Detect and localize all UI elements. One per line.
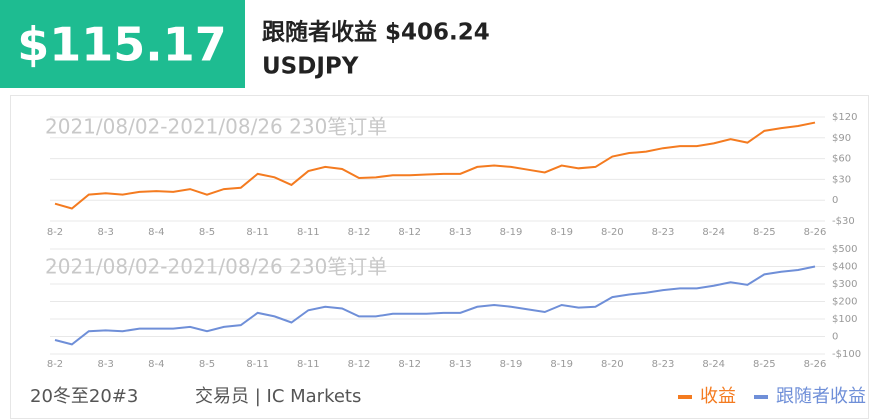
profit: $115.17	[17, 18, 227, 72]
x-tick-label: 8-11	[297, 359, 320, 370]
subtitle: 2021/08/02-2021/08/26 230笔订单	[45, 115, 387, 139]
y-tick-label: $100	[832, 314, 857, 325]
x-tick-label: 8-12	[398, 359, 421, 370]
profit-box	[0, 0, 245, 88]
x-tick-label: 8-19	[550, 227, 573, 238]
x-tick-label: 8-3	[97, 359, 113, 370]
y-tick-label: $500	[832, 244, 857, 255]
y-tick-label: -$30	[832, 216, 855, 227]
x-tick-label: 8-13	[449, 227, 472, 238]
x-tick-label: 8-11	[246, 227, 269, 238]
line	[54, 121, 816, 210]
line	[54, 265, 816, 346]
y-tick-label: $60	[832, 154, 851, 165]
x-tick-label: 8-11	[297, 227, 320, 238]
x-tick-label: 8-12	[348, 359, 371, 370]
x-tick-label: 8-19	[500, 359, 523, 370]
y-tick-label: 0	[832, 195, 838, 206]
y-tick-label: $300	[832, 279, 857, 290]
x-tick-label: 8-4	[148, 359, 164, 370]
x-tick-label: 8-24	[702, 359, 725, 370]
x-tick-label: 8-3	[97, 227, 113, 238]
legend-label: 收益	[700, 386, 736, 407]
x-tick-label: 8-25	[753, 359, 776, 370]
broker: 交易员 | IC Markets	[195, 386, 361, 407]
x-tick-label: 8-19	[500, 227, 523, 238]
y-tick-label: $30	[832, 174, 851, 185]
account: 20冬至20#3	[30, 386, 138, 407]
x-tick-label: 8-26	[804, 359, 827, 370]
x-tick-label: 8-11	[246, 359, 269, 370]
y-tick-label: $400	[832, 262, 857, 273]
x-tick-label: 8-12	[398, 227, 421, 238]
y-tick-label: -$100	[832, 349, 861, 360]
x-tick-label: 8-23	[652, 359, 675, 370]
x-tick-label: 8-13	[449, 359, 472, 370]
x-tick-label: 8-24	[702, 227, 725, 238]
x-tick-label: 8-2	[47, 227, 63, 238]
subtitle: 2021/08/02-2021/08/26 230笔订单	[45, 255, 387, 279]
x-tick-label: 8-20	[601, 227, 624, 238]
legend-label: 跟随者收益	[776, 386, 866, 407]
x-tick-label: 8-5	[199, 227, 215, 238]
symbol: USDJPY	[262, 54, 359, 80]
x-tick-label: 8-23	[652, 227, 675, 238]
y-tick-label: $200	[832, 297, 857, 308]
y-tick-label: 0	[832, 332, 838, 343]
x-tick-label: 8-12	[348, 227, 371, 238]
y-tick-label: $90	[832, 133, 851, 144]
x-tick-label: 8-25	[753, 227, 776, 238]
title: 跟随者收益 $406.24	[262, 19, 490, 46]
x-tick-label: 8-19	[550, 359, 573, 370]
x-tick-label: 8-20	[601, 359, 624, 370]
x-tick-label: 8-26	[804, 227, 827, 238]
x-tick-label: 8-2	[47, 359, 63, 370]
x-tick-label: 8-5	[199, 359, 215, 370]
y-tick-label: $120	[832, 112, 857, 123]
x-tick-label: 8-4	[148, 227, 164, 238]
